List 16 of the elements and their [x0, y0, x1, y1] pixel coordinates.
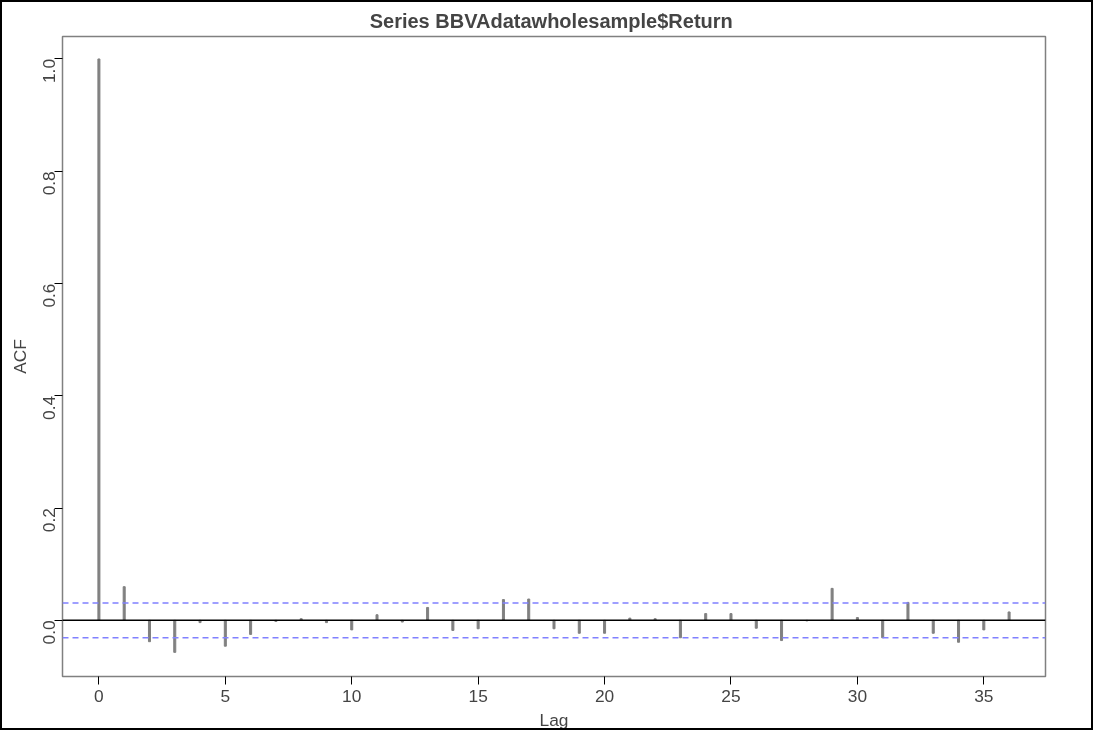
x-tick-label: 10 [342, 685, 362, 706]
x-tick-label: 20 [594, 685, 615, 706]
x-tick-label: 15 [468, 685, 488, 706]
y-tick-label: 0.4 [39, 395, 60, 420]
x-tick-label: 25 [721, 685, 741, 706]
y-tick-label: 0.0 [39, 620, 60, 645]
x-tick-label: 0 [94, 685, 104, 706]
y-tick-label: 0.8 [39, 171, 60, 196]
y-tick-label: 0.2 [39, 508, 60, 533]
y-tick-label: 1.0 [39, 58, 60, 84]
x-tick-label: 5 [220, 685, 231, 706]
y-tick-label: 0.6 [39, 283, 60, 308]
x-tick-label: 35 [974, 685, 994, 706]
x-tick-label: 30 [847, 685, 868, 706]
chart-title: Series BBVAdatawholesample$Return [369, 9, 733, 32]
y-axis-title: ACF [9, 339, 30, 374]
